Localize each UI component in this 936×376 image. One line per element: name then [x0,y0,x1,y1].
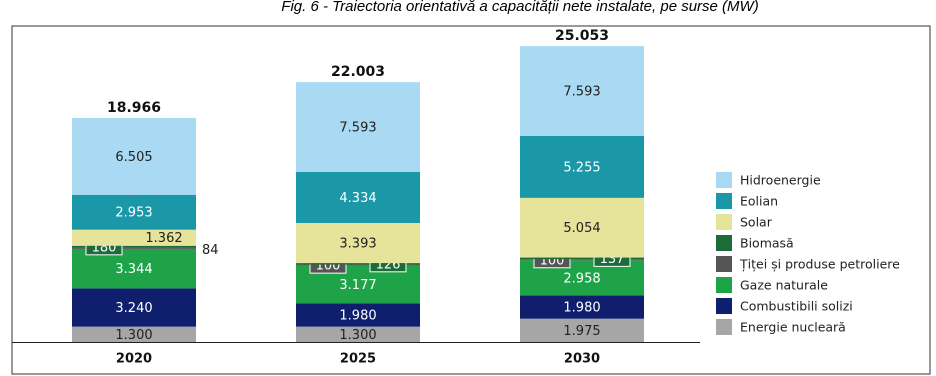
legend-label: Energie nucleară [740,320,846,335]
bar-segment [520,257,644,260]
legend-label: Combustibili solizi [740,299,853,314]
bar-segment [296,263,420,265]
value-label: 84 [202,243,219,258]
bar-segment [520,135,644,198]
value-label: 3.393 [339,237,376,252]
legend-label: Biomasă [740,236,794,251]
legend-swatch [716,256,732,272]
value-label: 7.593 [339,120,376,135]
value-label: 1.300 [339,328,376,343]
legend-swatch [716,172,732,188]
bar-segment [72,194,196,230]
bar-segment [72,247,196,249]
value-label: 6.505 [115,150,152,165]
bar-segment [72,248,196,289]
legend-swatch [716,214,732,230]
bar-segment [296,171,420,223]
value-label: 7.593 [563,84,600,99]
bar-segment [72,229,196,246]
value-label: 1.980 [339,308,376,323]
bar-segment [296,326,420,342]
legend-swatch [716,277,732,293]
bar-segment [520,295,644,319]
legend-swatch [716,298,732,314]
x-tick-label: 2020 [116,352,152,367]
legend-swatch [716,235,732,251]
legend-label: Țiței și produse petroliere [739,257,900,272]
value-label: 4.334 [339,191,376,206]
value-label: 3.344 [115,262,152,277]
legend-swatch [716,193,732,209]
bar-segment [72,288,196,327]
value-label: 1.362 [145,231,182,246]
total-label: 22.003 [331,64,385,80]
chart-frame [11,25,931,375]
legend-label: Solar [740,215,773,230]
value-label: 2.953 [115,206,152,221]
bar-segment [520,259,644,261]
legend-label: Hidroenergie [740,173,821,188]
x-tick-label: 2025 [340,352,376,367]
legend-label: Gaze naturale [740,278,828,293]
bar-segment [72,326,196,342]
x-tick-label: 2030 [564,352,600,367]
value-label: 2.958 [563,271,600,286]
bar-segment [520,318,644,342]
value-label: 1.980 [563,300,600,315]
value-label: 5.054 [563,221,600,236]
total-label: 18.966 [107,100,161,116]
value-label: 3.177 [339,278,376,293]
value-label: 3.240 [115,301,152,316]
value-label: 5.255 [563,160,600,175]
bar-segment [296,303,420,327]
bar-segment [520,46,644,136]
bar-segment [296,264,420,266]
bar-segment [520,197,644,258]
bar-segment [296,82,420,172]
legend-label: Eolian [740,194,778,209]
value-label: 1.975 [563,324,600,339]
chart-title: Fig. 6 - Traiectoria orientativă a capac… [281,0,758,15]
bar-segment [72,245,196,248]
bar-segment [72,117,196,195]
total-label: 25.053 [555,28,609,44]
legend-swatch [716,319,732,335]
value-label: 1.300 [115,328,152,343]
bar-segment [296,222,420,264]
